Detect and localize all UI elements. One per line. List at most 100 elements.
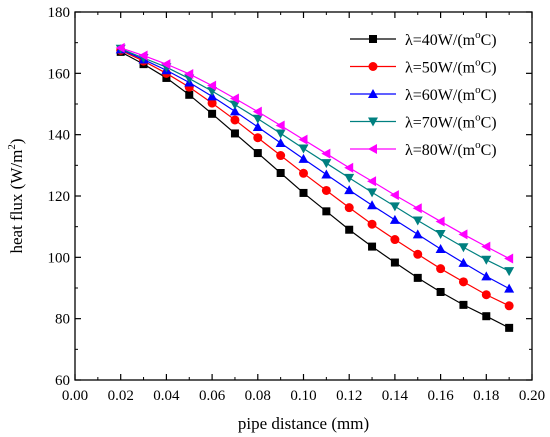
y-tick-label: 160	[48, 66, 71, 82]
x-tick-label: 0.10	[290, 388, 316, 404]
data-point	[321, 148, 331, 159]
data-point	[345, 225, 354, 234]
data-point	[299, 188, 308, 197]
data-point	[344, 173, 355, 183]
legend-item: λ=50W/(moC)	[350, 57, 497, 77]
data-point	[435, 244, 446, 254]
legend-label: λ=80W/(moC)	[405, 139, 497, 159]
data-point	[481, 255, 492, 265]
data-point	[504, 267, 515, 277]
data-point	[252, 122, 263, 131]
data-point	[344, 162, 354, 173]
data-point	[436, 264, 446, 274]
data-point	[253, 149, 262, 158]
data-point	[321, 159, 332, 169]
data-point	[412, 229, 423, 239]
x-tick-label: 0.04	[153, 388, 180, 404]
data-point	[161, 59, 171, 70]
data-point	[390, 235, 400, 245]
data-point	[504, 301, 514, 311]
legend-marker	[368, 144, 377, 154]
data-point	[252, 106, 262, 117]
data-point	[368, 242, 377, 251]
data-point	[207, 98, 217, 108]
data-point	[458, 277, 468, 287]
data-point	[162, 73, 171, 82]
data-point	[229, 100, 240, 110]
data-point	[413, 249, 423, 259]
legend-marker	[369, 35, 377, 43]
legend-item: λ=80W/(moC)	[350, 139, 497, 159]
data-point	[207, 80, 217, 91]
data-point	[436, 287, 445, 296]
data-point	[115, 42, 125, 53]
series-4	[115, 44, 515, 277]
data-point	[481, 241, 491, 252]
data-point	[298, 134, 308, 145]
plot-layer	[115, 42, 515, 332]
data-point	[299, 168, 308, 178]
legend-item: λ=70W/(moC)	[350, 112, 497, 132]
data-point	[185, 90, 194, 99]
data-point	[321, 185, 331, 195]
series-line	[120, 48, 510, 290]
x-axis-title: pipe distance (mm)	[238, 414, 369, 433]
data-point	[252, 114, 263, 124]
y-tick-label: 120	[48, 189, 71, 205]
data-point	[390, 258, 399, 267]
y-tick-label: 140	[48, 128, 71, 144]
legend-label: λ=70W/(moC)	[405, 112, 497, 132]
data-point	[435, 230, 446, 240]
data-point	[481, 271, 492, 281]
x-tick-label: 0.12	[336, 388, 362, 404]
x-tick-label: 0.00	[62, 388, 88, 404]
series-line	[120, 48, 510, 272]
x-tick-label: 0.20	[519, 388, 545, 404]
data-point	[481, 290, 491, 300]
series-5	[115, 42, 514, 264]
data-point	[230, 115, 240, 125]
data-point	[482, 312, 491, 321]
legend: λ=40W/(moC) λ=50W/(moC) λ=60W/(moC) λ=70W/(…	[350, 29, 497, 159]
y-tick-label: 80	[55, 312, 70, 328]
x-tick-label: 0.14	[382, 388, 409, 404]
legend-marker	[368, 89, 378, 98]
legend-label: λ=40W/(moC)	[405, 29, 497, 49]
legend-item: λ=40W/(moC)	[350, 29, 497, 49]
data-point	[389, 202, 400, 212]
data-point	[276, 169, 285, 177]
data-point	[184, 68, 194, 79]
data-point	[389, 190, 399, 201]
x-tick-label: 0.06	[199, 388, 226, 404]
x-tick-label: 0.08	[245, 388, 271, 404]
data-point	[344, 185, 355, 195]
data-point	[435, 216, 445, 227]
data-point	[253, 133, 263, 143]
data-point	[458, 243, 469, 253]
y-tick-label: 180	[48, 5, 71, 21]
data-point	[367, 200, 378, 210]
data-point	[458, 257, 469, 267]
data-point	[504, 253, 514, 264]
data-point	[458, 229, 468, 240]
data-point	[276, 151, 286, 161]
x-tick-label: 0.02	[108, 388, 134, 404]
data-point	[298, 144, 309, 154]
y-axis-title: heat flux (W/m2)	[6, 138, 26, 253]
data-point	[230, 129, 239, 138]
data-point	[208, 109, 217, 118]
legend-marker	[368, 117, 378, 127]
legend-label: λ=50W/(moC)	[405, 57, 497, 77]
data-point	[459, 300, 468, 309]
y-tick-label: 100	[48, 250, 71, 266]
data-point	[275, 120, 285, 131]
data-point	[412, 203, 422, 214]
data-point	[344, 203, 354, 213]
x-tick-label: 0.16	[427, 388, 454, 404]
data-point	[367, 188, 378, 198]
data-point	[412, 216, 423, 226]
data-point	[389, 214, 400, 224]
data-point	[138, 50, 148, 61]
